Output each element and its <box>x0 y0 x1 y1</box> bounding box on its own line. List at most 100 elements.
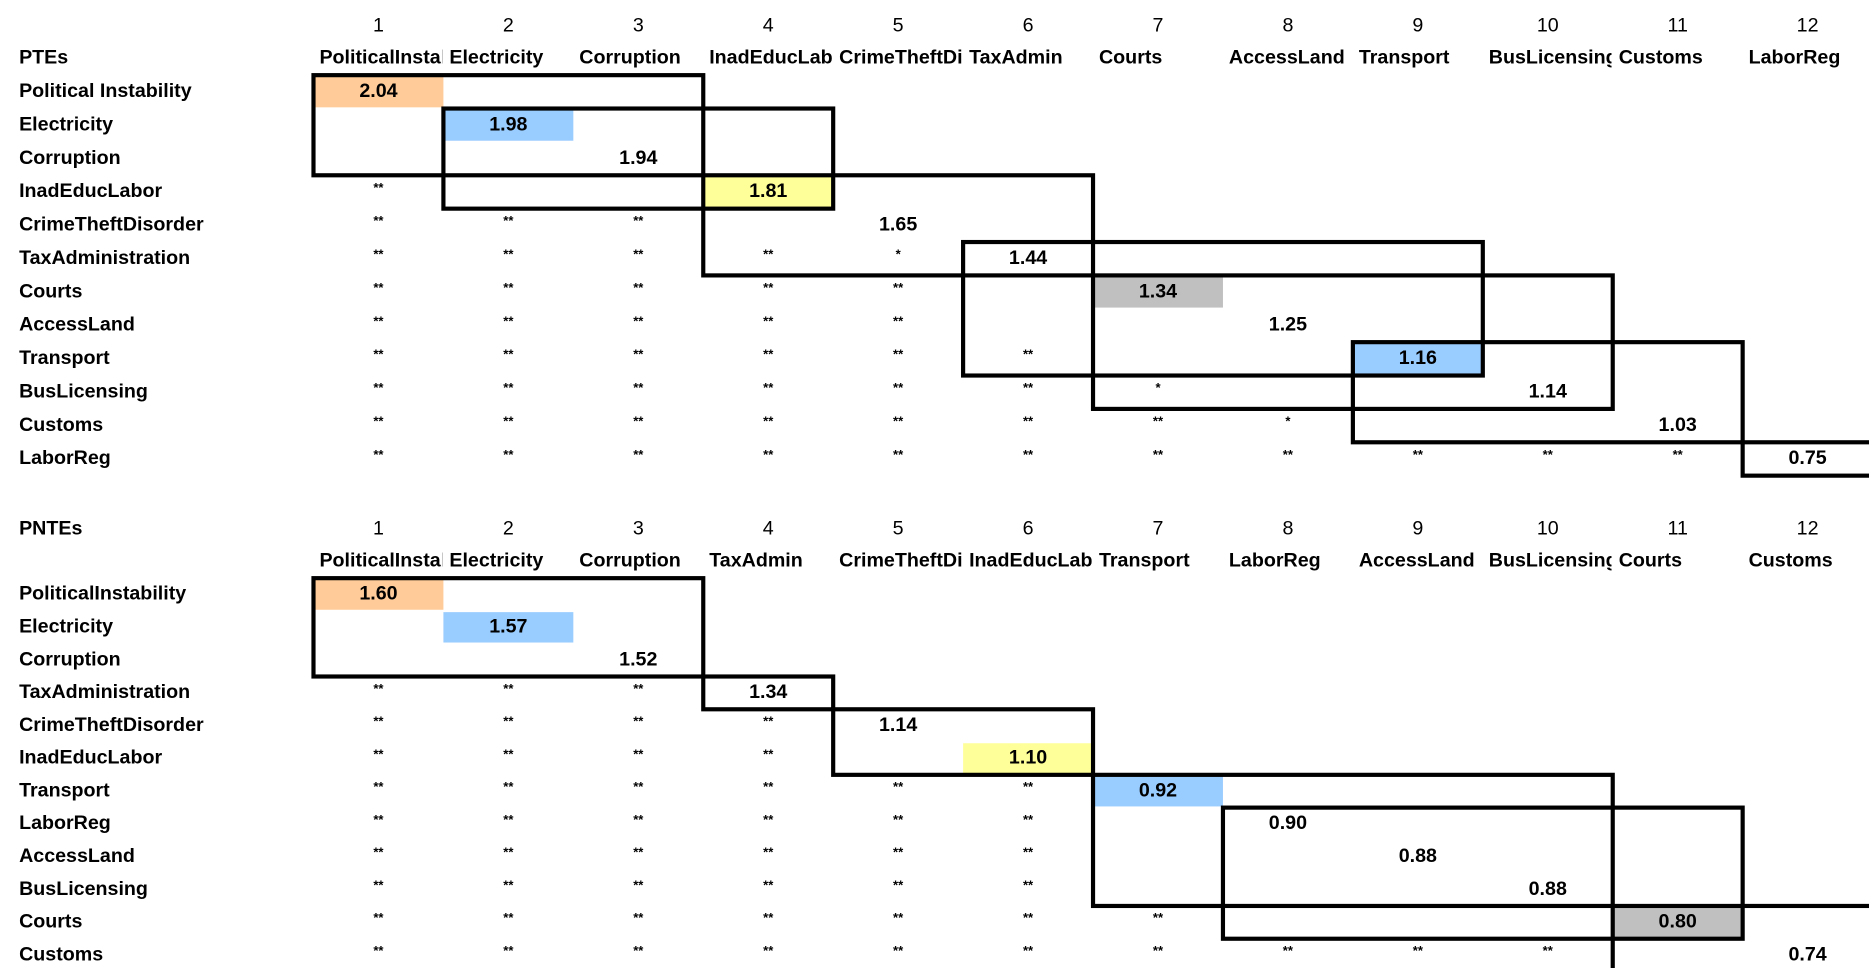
row-label: Transport <box>19 347 110 369</box>
significance-mark: ** <box>633 812 644 827</box>
column-header: AccessLand <box>1359 550 1475 572</box>
significance-mark: ** <box>893 877 904 892</box>
mean-value: 1.34 <box>749 681 787 703</box>
row-label: Courts <box>19 280 82 302</box>
column-header: CrimeTheftDisorder <box>839 550 1024 572</box>
significance-mark: ** <box>633 845 644 860</box>
significance-mark: ** <box>1153 943 1164 958</box>
significance-mark: ** <box>893 910 904 925</box>
significance-mark: ** <box>503 413 514 428</box>
significance-mark: ** <box>893 380 904 395</box>
mean-value: 1.14 <box>1529 380 1567 402</box>
column-number: 3 <box>633 14 644 36</box>
significance-mark: ** <box>373 877 384 892</box>
row-label: LaborReg <box>19 812 111 834</box>
row-label: Courts <box>19 911 82 933</box>
mean-value: 1.65 <box>879 214 917 236</box>
row-label: AccessLand <box>19 845 135 867</box>
column-number: 5 <box>893 517 904 539</box>
significance-mark: ** <box>1023 779 1034 794</box>
significance-mark: ** <box>633 910 644 925</box>
column-header: CrimeTheftDisorder <box>839 47 1024 69</box>
column-number: 6 <box>1023 14 1034 36</box>
mean-value: 0.88 <box>1529 878 1567 900</box>
significance-mark: ** <box>373 845 384 860</box>
highlight-cell <box>1612 907 1743 938</box>
significance-mark: ** <box>1153 910 1164 925</box>
significance-mark: ** <box>373 746 384 761</box>
significance-mark: ** <box>763 877 774 892</box>
significance-mark: ** <box>763 347 774 362</box>
significance-mark: * <box>896 247 902 262</box>
significance-mark: ** <box>763 779 774 794</box>
significance-mark: ** <box>1023 943 1034 958</box>
column-number: 4 <box>763 517 774 539</box>
column-header: InadEducLabor <box>969 550 1112 572</box>
column-number: 8 <box>1282 517 1293 539</box>
group-box <box>311 576 706 679</box>
highlight-cell <box>703 176 834 208</box>
row-label: BusLicensing <box>19 878 148 900</box>
row-label: CrimeTheftDisorder <box>19 214 204 236</box>
significance-mark: ** <box>763 447 774 462</box>
significance-mark: ** <box>373 910 384 925</box>
significance-mark: ** <box>1023 380 1034 395</box>
significance-mark: ** <box>763 746 774 761</box>
significance-mark: ** <box>633 447 644 462</box>
column-number: 10 <box>1537 517 1559 539</box>
mean-value: 1.10 <box>1009 747 1047 769</box>
significance-mark: ** <box>1283 447 1294 462</box>
column-header: Corruption <box>579 550 681 572</box>
group-box <box>961 239 1485 378</box>
row-label: AccessLand <box>19 314 135 336</box>
column-header: InadEducLabor <box>709 47 852 69</box>
significance-mark: ** <box>763 313 774 328</box>
column-number: 4 <box>763 14 774 36</box>
significance-mark: ** <box>1673 447 1684 462</box>
significance-mark: ** <box>503 380 514 395</box>
column-number: 9 <box>1412 517 1423 539</box>
column-header: Electricity <box>449 47 543 69</box>
highlight-cell <box>313 76 444 108</box>
row-label: CrimeTheftDisorder <box>19 714 204 736</box>
group-box <box>441 106 836 211</box>
mean-value: 2.04 <box>359 80 397 102</box>
column-header: PoliticalInstability <box>319 550 486 572</box>
significance-mark: ** <box>633 413 644 428</box>
significance-mark: ** <box>503 347 514 362</box>
column-header: Corruption <box>579 47 681 69</box>
column-header: BusLicensing <box>1489 550 1618 572</box>
mean-value: 0.75 <box>1788 447 1826 469</box>
significance-mark: ** <box>503 845 514 860</box>
highlight-cell <box>313 579 444 610</box>
significance-mark: ** <box>763 413 774 428</box>
group-box <box>1090 772 1615 909</box>
column-number: 11 <box>1667 517 1687 539</box>
mean-value: 1.16 <box>1399 347 1437 369</box>
column-number: 9 <box>1412 14 1423 36</box>
significance-mark: ** <box>633 681 644 696</box>
column-number: 2 <box>503 517 514 539</box>
significance-mark: ** <box>1153 413 1164 428</box>
significance-mark: ** <box>373 247 384 262</box>
significance-mark: ** <box>1413 943 1424 958</box>
significance-mark: ** <box>373 812 384 827</box>
significance-mark: ** <box>633 380 644 395</box>
column-header: PoliticalInstability <box>319 47 486 69</box>
significance-mark: ** <box>1543 447 1554 462</box>
significance-mark: ** <box>893 447 904 462</box>
significance-mark: ** <box>633 280 644 295</box>
significance-mark: ** <box>633 347 644 362</box>
significance-mark: ** <box>1283 943 1294 958</box>
column-header: BusLicensing <box>1489 47 1618 69</box>
group-box <box>1350 340 1745 445</box>
column-header: TaxAdmin <box>709 550 803 572</box>
column-number: 11 <box>1667 14 1687 36</box>
significance-mark: ** <box>503 280 514 295</box>
column-number: 1 <box>373 14 384 36</box>
significance-mark: ** <box>633 943 644 958</box>
row-label: Customs <box>19 414 103 436</box>
column-header: Transport <box>1099 550 1190 572</box>
significance-mark: ** <box>373 280 384 295</box>
row-label: InadEducLabor <box>19 747 162 769</box>
